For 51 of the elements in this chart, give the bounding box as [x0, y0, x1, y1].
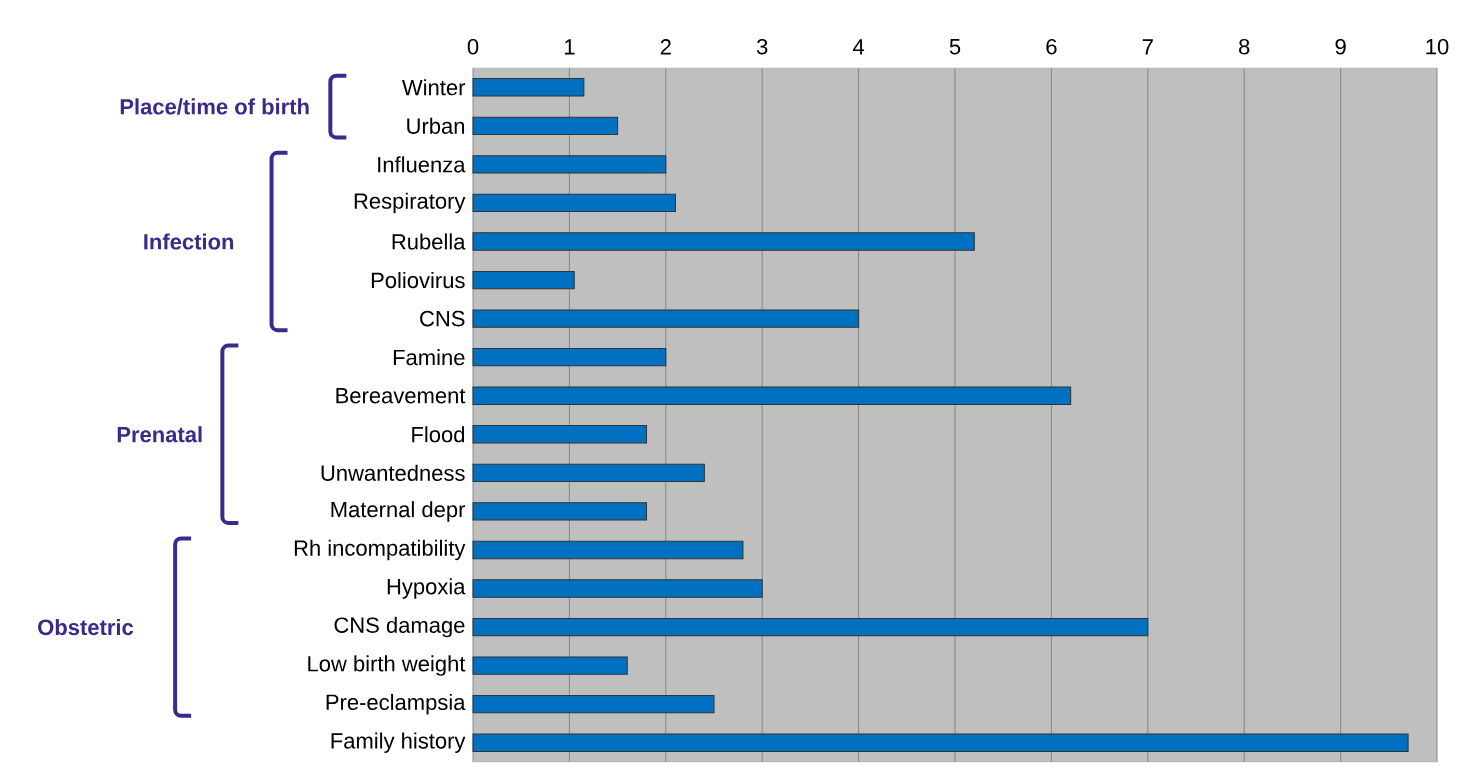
x-tick-label: 0 [467, 38, 479, 55]
bar [472, 425, 648, 444]
text: Place/time of birth [120, 98, 309, 115]
bar [472, 232, 975, 251]
bar [472, 155, 667, 174]
x-tick-label: 7 [1142, 39, 1153, 55]
bar [472, 579, 763, 598]
y-tick-label: Rubella [392, 233, 466, 250]
x-tick-label: 8 [1239, 38, 1250, 55]
y-tick-label: CNS damage [334, 616, 465, 638]
y-tick-label: Bereavement [336, 388, 466, 404]
text: Prenatal [117, 426, 202, 443]
x-tick-label: 2 [660, 39, 671, 55]
y-tick-label: Influenza [378, 156, 466, 173]
x-tick-label: 9 [1335, 38, 1346, 55]
bar [472, 193, 676, 213]
y-tick-label: Urban [407, 117, 465, 134]
y-tick-label: Family history [331, 732, 466, 753]
bar [472, 386, 1072, 405]
x-tick-label: 4 [853, 39, 865, 55]
bar [472, 733, 1409, 752]
y-tick-label: Low birth weight [308, 655, 466, 676]
y-tick-label: Poliovirus [371, 271, 465, 289]
x-tick-label: 3 [756, 38, 768, 55]
bar [472, 309, 860, 328]
bar [472, 617, 1149, 637]
bar [472, 348, 667, 367]
text: Obstetric [38, 618, 134, 636]
y-tick-label: Respiratory [354, 192, 466, 214]
y-tick-label: CNS [420, 310, 465, 327]
bar [472, 656, 628, 675]
y-tick-label: Flood [412, 426, 465, 443]
x-tick-label: 6 [1046, 38, 1057, 55]
x-tick-label: 1 [564, 39, 575, 55]
bar [472, 116, 619, 136]
x-tick-label: 5 [949, 39, 961, 55]
bar [472, 463, 705, 483]
y-tick-label: Famine [393, 349, 465, 366]
y-tick-label: Pre-eclampsia [326, 693, 466, 715]
y-tick-label: Rh incompatibility [294, 539, 466, 561]
y-tick-label: Hypoxia [387, 578, 466, 599]
bar [472, 540, 744, 560]
x-tick-label: 10 [1426, 38, 1449, 55]
bar [472, 695, 715, 714]
bar [472, 270, 575, 290]
y-tick-label: Winter [402, 79, 466, 96]
text: Infection [144, 233, 234, 250]
bar [472, 502, 648, 521]
bar [472, 78, 585, 97]
y-tick-label: Maternal depr [331, 501, 466, 522]
y-tick-label: Unwantedness [321, 464, 465, 481]
